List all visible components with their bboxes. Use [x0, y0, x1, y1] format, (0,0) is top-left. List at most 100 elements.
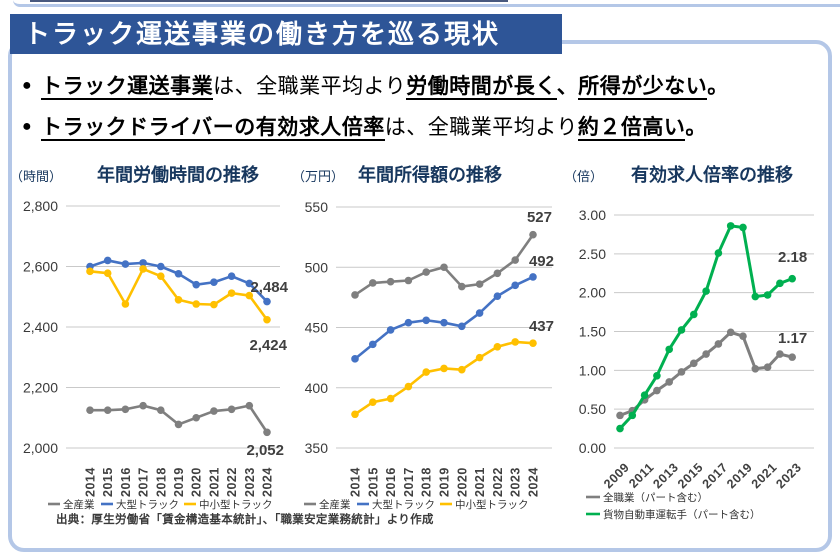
x-tick-label: 2013: [650, 460, 681, 491]
bullet-text-segment: は、全職業平均より: [213, 75, 407, 98]
data-point: [788, 274, 796, 283]
data-point: [616, 424, 624, 433]
series-line-0: [88, 404, 269, 434]
y-tick-label: 550: [305, 199, 329, 215]
chart-job-openings-ratio: （倍） 有効求人倍率の推移 3.00 2.50 2.00 1.50 1.00 0.50 0.00…: [564, 164, 814, 521]
x-tick-label: 2016: [119, 467, 133, 497]
legend-label: 大型トラック: [372, 498, 435, 511]
y-tick-label: 500: [305, 259, 329, 275]
x-tick-label: 2018: [154, 467, 168, 497]
x-tick-label: 2020: [190, 467, 204, 497]
data-point: [653, 371, 661, 380]
y-tick-label: 2,000: [23, 440, 58, 456]
y-tick-label: 350: [305, 440, 329, 456]
data-point: [422, 368, 430, 376]
bullet-text-segment: トラックドライバーの有効求人倍率: [41, 116, 385, 141]
axis-unit-label: （万円）: [292, 169, 344, 184]
x-tick-label: 2024: [261, 467, 275, 497]
data-point: [677, 368, 686, 376]
bullet-marker: ●: [22, 77, 33, 94]
data-point: [121, 405, 130, 414]
data-point: [422, 316, 430, 325]
x-tick-label: 2020: [455, 467, 469, 497]
series-end-value: 527: [527, 209, 552, 226]
bullet-text-segment: 。: [707, 75, 729, 98]
data-point: [726, 328, 735, 337]
legend-label: 中小型トラック: [455, 498, 529, 511]
series-end-value: 2,052: [246, 442, 284, 459]
axis-unit-label: （時間）: [10, 169, 62, 184]
data-point: [529, 339, 537, 347]
y-tick-label: 450: [305, 320, 329, 336]
data-point: [245, 401, 254, 410]
data-point: [245, 279, 254, 288]
y-tick-label: 2,200: [23, 380, 58, 396]
chart-annual-working-hours: （時間） 年間労働時間の推移 2,800 2,600 2,400 2,200 2,000 2,…: [10, 164, 289, 511]
data-point: [751, 364, 760, 373]
data-point: [726, 222, 735, 230]
axis-unit-label: （倍）: [564, 169, 603, 184]
data-point: [404, 318, 413, 327]
x-tick-label: 2014: [84, 467, 98, 497]
bullet-text-segment: 約２倍高い: [577, 116, 686, 141]
data-point: [776, 350, 784, 358]
page-title: トラック運送事業の働き方を巡る現状: [24, 19, 501, 49]
data-point: [458, 282, 466, 291]
data-point: [86, 406, 94, 414]
x-tick-label: 2016: [384, 467, 398, 497]
data-point: [369, 279, 377, 287]
data-point: [665, 345, 673, 354]
y-tick-label: 2.50: [579, 246, 606, 262]
data-point: [174, 420, 183, 429]
series-end-value: 492: [529, 253, 554, 270]
data-point: [227, 405, 236, 414]
data-point: [714, 340, 723, 348]
x-tick-label: 2017: [700, 460, 731, 491]
data-point: [192, 413, 200, 422]
data-point: [157, 406, 165, 414]
x-tick-label: 2019: [172, 467, 186, 497]
bullet-text-segment: 、: [556, 75, 579, 98]
bullet-text-segment: は、全職業平均より: [384, 116, 578, 139]
previous-section-edge: [30, 0, 508, 2]
legend-label: 全産業: [319, 498, 351, 511]
x-tick-label: 2014: [349, 467, 363, 497]
bullet-text-segment: 労働時間が長く: [406, 75, 557, 100]
data-point: [386, 394, 395, 403]
page-title-banner: トラック運送事業の働き方を巡る現状: [10, 14, 562, 54]
data-point: [404, 382, 413, 391]
y-tick-label: 3.00: [579, 207, 606, 223]
data-point: [702, 287, 710, 295]
data-point: [529, 230, 537, 239]
data-point: [493, 269, 502, 278]
series-line-1: [353, 275, 535, 361]
data-point: [628, 411, 637, 420]
x-tick-label: 2017: [402, 467, 416, 497]
legend-label: 中小型トラック: [199, 498, 273, 511]
data-point: [103, 406, 112, 414]
x-tick-label: 2023: [509, 467, 523, 497]
y-tick-label: 2.00: [579, 285, 606, 301]
series-end-value: 437: [529, 318, 554, 335]
data-point: [351, 355, 359, 363]
data-point: [690, 310, 698, 319]
x-tick-label: 2018: [420, 467, 434, 497]
legend-label: 大型トラック: [116, 498, 179, 511]
data-point: [690, 359, 698, 368]
data-point: [475, 353, 484, 362]
data-point: [493, 292, 502, 300]
legend-label: 貨物自動車運転手（パート含む）: [603, 508, 761, 521]
data-point: [103, 269, 112, 277]
key-points: ● トラック運送事業は、全職業平均より労働時間が長く、所得が少ない。 ● トラックドラ…: [22, 70, 822, 152]
data-point: [121, 300, 130, 308]
x-tick-label: 2023: [773, 460, 804, 491]
data-point: [174, 295, 183, 304]
data-point: [263, 315, 271, 324]
data-point: [751, 292, 760, 301]
data-point: [210, 407, 218, 415]
data-point: [739, 223, 747, 232]
y-tick-label: 1.00: [579, 362, 606, 378]
bullet-text-segment: 所得が少ない: [578, 75, 708, 100]
chart-title: 年間労働時間の推移: [97, 164, 259, 185]
